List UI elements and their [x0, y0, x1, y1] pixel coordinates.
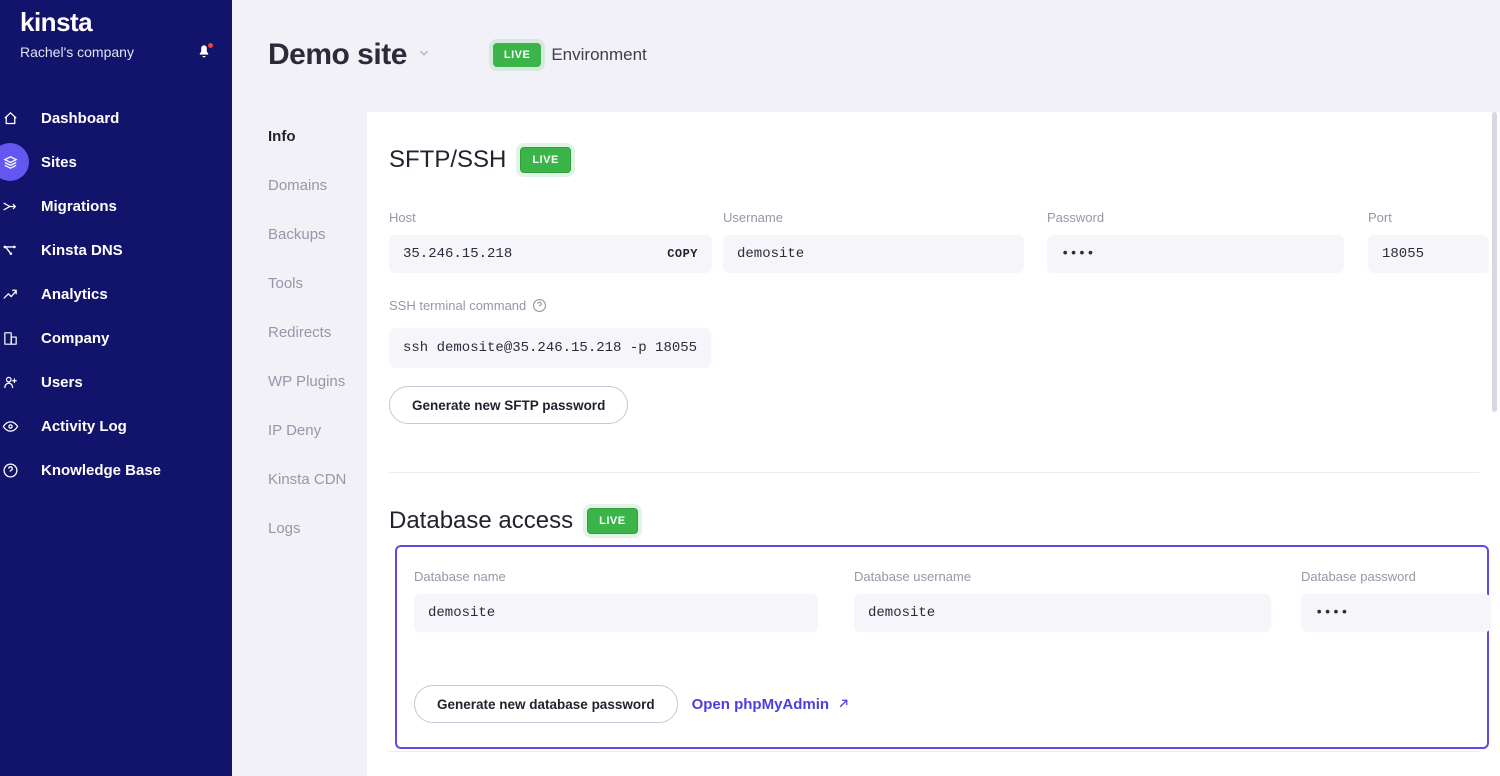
svg-text:kinsta: kinsta	[20, 8, 93, 37]
